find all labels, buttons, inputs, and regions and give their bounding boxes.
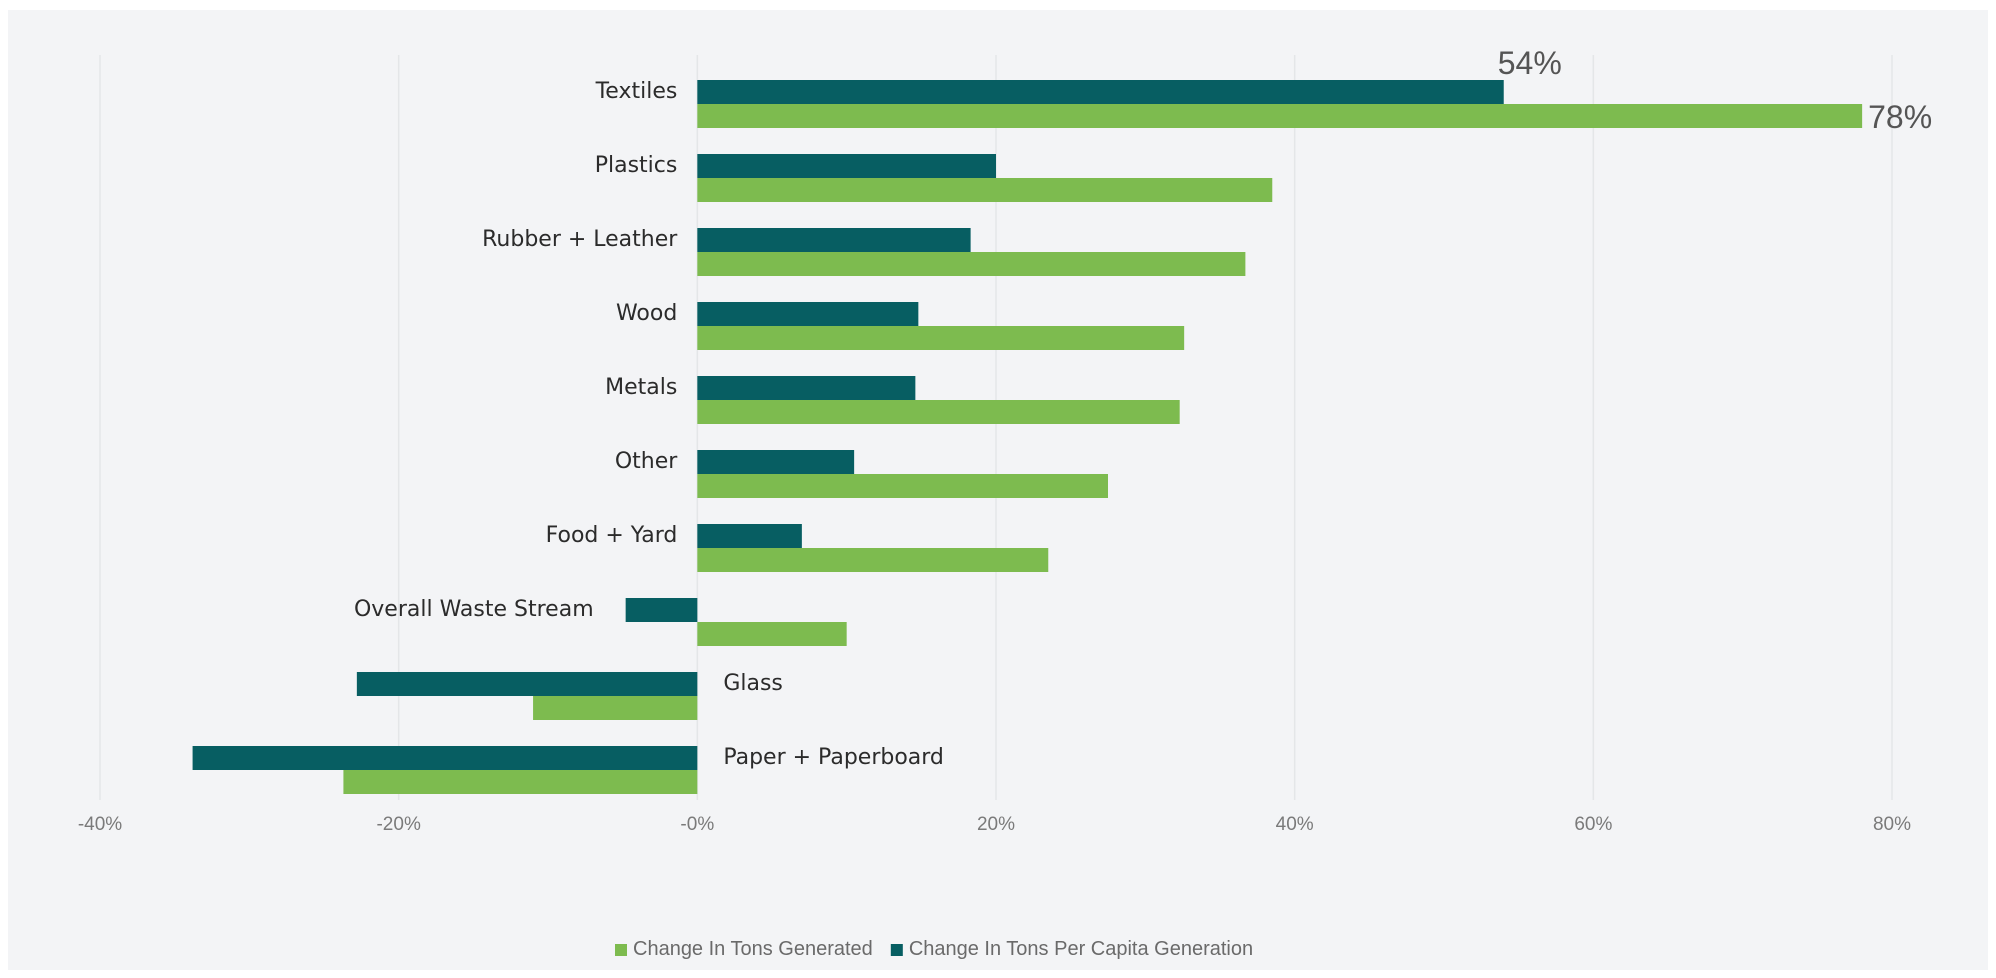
bar-generated-glass (533, 696, 698, 720)
category-label-paper-paperboard: Paper + Paperboard (723, 745, 944, 770)
bar-generated-paper-paperboard (343, 770, 698, 794)
x-tick-label: 80% (1873, 814, 1911, 835)
bars (192, 80, 1863, 794)
bar-generated-rubber-leather (697, 252, 1246, 276)
bar-per-capita-other (697, 450, 855, 474)
bar-per-capita-food-yard (697, 524, 802, 548)
category-label-overall-waste-stream: Overall Waste Stream (354, 597, 594, 622)
category-label-textiles: Textiles (595, 79, 678, 104)
x-tick-label: 40% (1276, 814, 1314, 835)
x-tick-label: -0% (680, 814, 714, 835)
category-label-glass: Glass (723, 671, 783, 696)
category-label-food-yard: Food + Yard (546, 523, 678, 548)
legend-label-change-in-tons-per-capita-generation: Change In Tons Per Capita Generation (909, 938, 1253, 960)
category-label-other: Other (615, 449, 678, 474)
bar-generated-metals (697, 400, 1180, 424)
bar-generated-plastics (697, 178, 1273, 202)
category-labels: Textiles Plastics Rubber + Leather Wood Meta… (354, 79, 944, 770)
x-tick-label: 20% (977, 814, 1015, 835)
bar-generated-other (697, 474, 1108, 498)
category-label-rubber-leather: Rubber + Leather (482, 227, 678, 252)
x-tick-label: -20% (376, 814, 420, 835)
bar-per-capita-paper-paperboard (192, 746, 698, 770)
category-label-wood: Wood (616, 301, 677, 326)
x-axis-tick-labels: -40% -20% -0% 20% 40% 60% 80% (78, 814, 1911, 835)
legend-swatch-change-in-tons-generated (615, 944, 627, 956)
bar-per-capita-metals (697, 376, 916, 400)
data-label-textiles-per-capita: 54% (1498, 45, 1562, 81)
legend-label-change-in-tons-generated: Change In Tons Generated (633, 938, 873, 960)
bar-per-capita-plastics (697, 154, 996, 178)
category-label-metals: Metals (605, 375, 677, 400)
x-tick-label: 60% (1574, 814, 1612, 835)
bar-generated-food-yard (697, 548, 1049, 572)
bar-generated-overall-waste-stream (697, 622, 847, 646)
bar-per-capita-overall-waste-stream (625, 598, 698, 622)
category-label-plastics: Plastics (595, 153, 678, 178)
bar-generated-textiles (697, 104, 1863, 128)
legend: Change In Tons Generated Change In Tons P… (615, 938, 1253, 960)
legend-swatch-change-in-tons-per-capita-generation (890, 944, 903, 956)
bar-per-capita-rubber-leather (697, 228, 971, 252)
bar-per-capita-textiles (697, 80, 1504, 104)
data-label-textiles-generated: 78% (1868, 99, 1932, 135)
bar-per-capita-wood (697, 302, 919, 326)
data-labels: 54% 78% (1498, 45, 1932, 135)
bar-generated-wood (697, 326, 1185, 350)
x-tick-label: -40% (78, 814, 122, 835)
bar-per-capita-glass (356, 672, 698, 696)
